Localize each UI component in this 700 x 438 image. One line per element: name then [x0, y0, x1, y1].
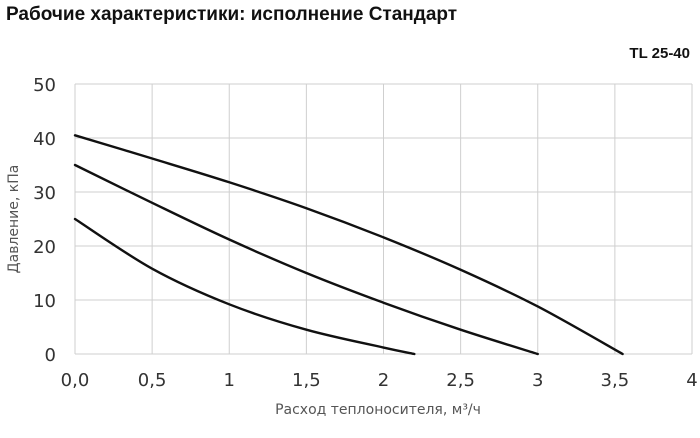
x-tick-label: 1 — [224, 370, 235, 391]
series-line-1 — [73, 134, 624, 356]
x-tick-label: 2,5 — [446, 370, 475, 391]
y-tick-label: 20 — [33, 237, 56, 258]
x-tick-label: 4 — [686, 370, 697, 391]
x-tick-label: 0,5 — [138, 370, 167, 391]
x-axis-label: Расход теплоносителя, м³/ч — [275, 402, 481, 418]
y-tick-label: 10 — [33, 291, 56, 312]
y-tick-label: 50 — [33, 75, 56, 96]
y-axis-label: Давление, кПа — [6, 165, 22, 274]
x-tick-label: 0,0 — [61, 370, 90, 391]
x-tick-labels: 0,0 0,5 1 1,5 2 2,5 3 3,5 4 — [61, 370, 698, 391]
x-tick-label: 3 — [532, 370, 543, 391]
grid — [74, 83, 693, 355]
x-tick-label: 1,5 — [292, 370, 321, 391]
chart-subtitle: TL 25-40 — [629, 45, 690, 62]
y-tick-labels: 0 10 20 30 40 50 — [33, 75, 56, 366]
series-lines — [73, 134, 624, 356]
y-tick-label: 30 — [33, 183, 56, 204]
y-tick-label: 0 — [45, 345, 56, 366]
y-tick-label: 40 — [33, 129, 56, 150]
series-line-2 — [73, 163, 539, 356]
series-line-3 — [73, 217, 416, 356]
chart-title: Рабочие характеристики: исполнение Станд… — [6, 4, 457, 25]
x-tick-label: 3,5 — [601, 370, 630, 391]
x-tick-label: 2 — [378, 370, 389, 391]
